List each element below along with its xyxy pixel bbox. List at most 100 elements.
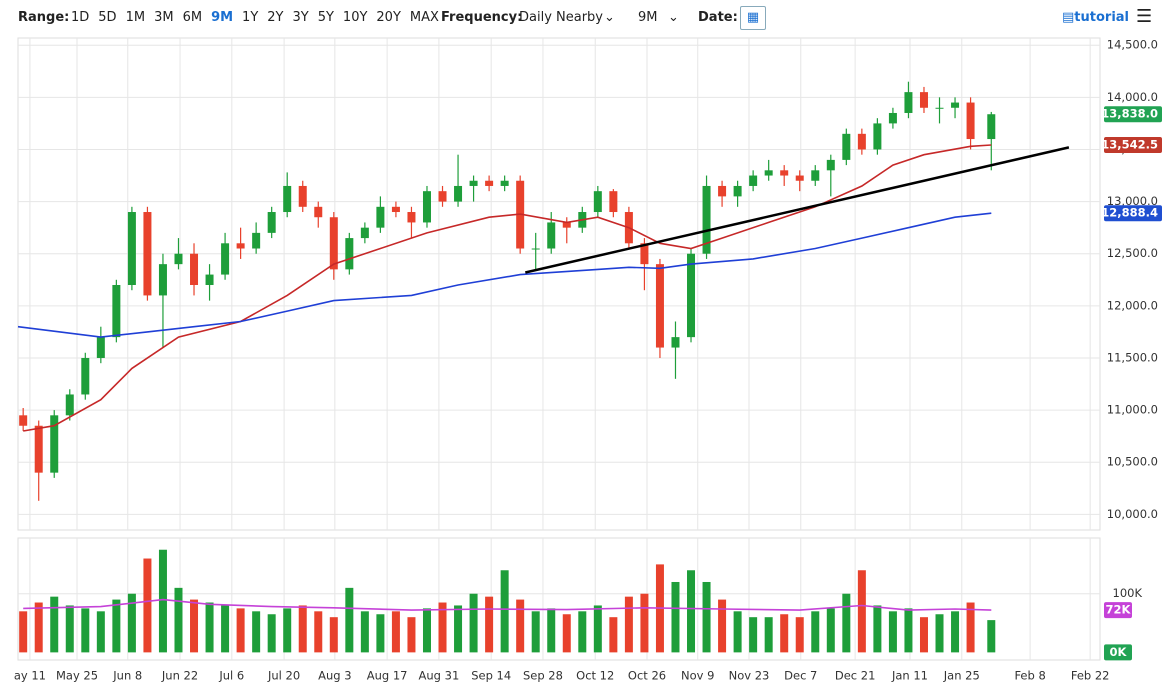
price-badge-label: 13,542.5 <box>1101 138 1158 152</box>
candle-body <box>919 92 928 108</box>
volume-badge <box>1104 644 1132 661</box>
range-button[interactable]: 5D <box>98 10 117 25</box>
range-button[interactable]: 6M <box>182 10 203 25</box>
x-tick-label: Dec 7 <box>784 669 817 683</box>
candle-body <box>562 222 571 228</box>
volume-bar <box>842 593 851 653</box>
candle-body <box>485 180 494 186</box>
range-button[interactable]: MAX <box>409 10 439 25</box>
x-tick-label: Jul 20 <box>267 669 300 683</box>
volume-bar <box>34 602 43 653</box>
x-tick-label: Nov 23 <box>729 669 770 683</box>
candle-body <box>454 185 463 202</box>
menu-button[interactable]: ☰ <box>1136 6 1153 27</box>
x-tick-label: Dec 21 <box>835 669 876 683</box>
volume-bar <box>593 605 602 653</box>
volume-bar <box>205 602 214 653</box>
volume-bar <box>19 611 28 653</box>
moving-average <box>17 212 992 338</box>
volume-bar <box>702 581 711 653</box>
range-label: Range: <box>18 10 70 25</box>
frequency-select[interactable]: Daily Nearby <box>519 10 604 25</box>
x-tick-label: Jan 11 <box>891 669 928 683</box>
volume-bar <box>951 611 960 653</box>
volume-bar <box>158 549 167 653</box>
volume-bar <box>764 617 773 653</box>
volume-bar <box>987 620 996 653</box>
toolbar: Range: 1D 5D 1M 3M 6M 9M 1Y 2Y 3Y 5Y 10Y 20Y MAX Fre… <box>0 0 1168 38</box>
volume-badge-label: 0K <box>1110 645 1128 659</box>
x-tick-label: Jan 25 <box>943 669 980 683</box>
range-button[interactable]: 10Y <box>342 10 368 25</box>
candle-body <box>376 206 385 228</box>
candle-body <box>655 264 664 348</box>
volume-bar <box>795 617 804 653</box>
volume-bar <box>252 611 261 653</box>
candle-body <box>795 175 804 181</box>
volume-panel <box>17 537 1101 661</box>
y-tick-label: 10,000.0 <box>1107 507 1158 521</box>
candle-body <box>158 264 167 296</box>
price-badge <box>1104 106 1162 123</box>
tutorial-text: tutorial <box>1074 10 1130 25</box>
volume-bar <box>360 611 369 653</box>
candle-body <box>407 212 416 223</box>
candle-body <box>951 102 960 108</box>
volume-bar <box>624 596 633 653</box>
range-button[interactable]: 20Y <box>376 10 401 25</box>
range-button[interactable]: 1Y <box>242 10 259 25</box>
candle-body <box>966 102 975 140</box>
volume-bar <box>578 611 587 653</box>
volume-bar <box>345 587 354 653</box>
volume-bar <box>733 611 742 653</box>
volume-bar <box>609 617 618 653</box>
range-button[interactable]: 3M <box>154 10 174 25</box>
range-button[interactable]: 5Y <box>317 10 334 25</box>
period-select[interactable]: 9M <box>638 10 658 25</box>
candle-body <box>531 248 540 250</box>
candle-body <box>780 170 789 176</box>
candle-body <box>826 159 835 171</box>
volume-bar <box>454 605 463 653</box>
volume-bar <box>236 608 245 653</box>
candle-body <box>547 222 556 249</box>
price-badge-label: 13,838.0 <box>1101 107 1158 121</box>
candle-body <box>174 253 183 265</box>
volume-bar <box>873 605 882 653</box>
range-button[interactable]: 2Y <box>267 10 284 25</box>
price-badge <box>1104 137 1162 154</box>
volume-bar <box>485 596 494 653</box>
candle-body <box>640 243 649 265</box>
candle-body <box>314 206 323 218</box>
candle-body <box>19 415 28 426</box>
x-tick-label: Jul 6 <box>218 669 244 683</box>
volume-bar <box>904 608 913 653</box>
y-tick-label: 11,500.0 <box>1107 350 1158 364</box>
candle-body <box>935 107 944 109</box>
x-tick-label: May 25 <box>56 669 98 683</box>
volume-bar <box>919 617 928 653</box>
candle-body <box>733 185 742 197</box>
range-button[interactable]: 9M <box>211 10 234 25</box>
range-button[interactable]: 3Y <box>292 10 309 25</box>
candle-body <box>391 206 400 213</box>
x-tick-label: Aug 31 <box>419 669 460 683</box>
range-button[interactable]: 1M <box>125 10 146 25</box>
candle-body <box>609 191 618 213</box>
volume-bar <box>671 581 680 653</box>
candle-body <box>81 357 90 395</box>
chevron: ⌄ <box>604 10 615 25</box>
price-panel <box>17 37 1101 531</box>
volume-bar <box>143 558 152 653</box>
candle-body <box>267 212 276 233</box>
range-button[interactable]: 1D <box>71 10 90 25</box>
candle-body <box>888 112 897 124</box>
volume-bar <box>314 611 323 653</box>
y-tick-label: 10,500.0 <box>1107 455 1158 469</box>
calendar-button[interactable]: ▦ <box>740 6 766 30</box>
candle-body <box>764 170 773 176</box>
moving-average <box>23 144 992 432</box>
tutorial-link[interactable]: ▤tutorial <box>1062 10 1129 25</box>
